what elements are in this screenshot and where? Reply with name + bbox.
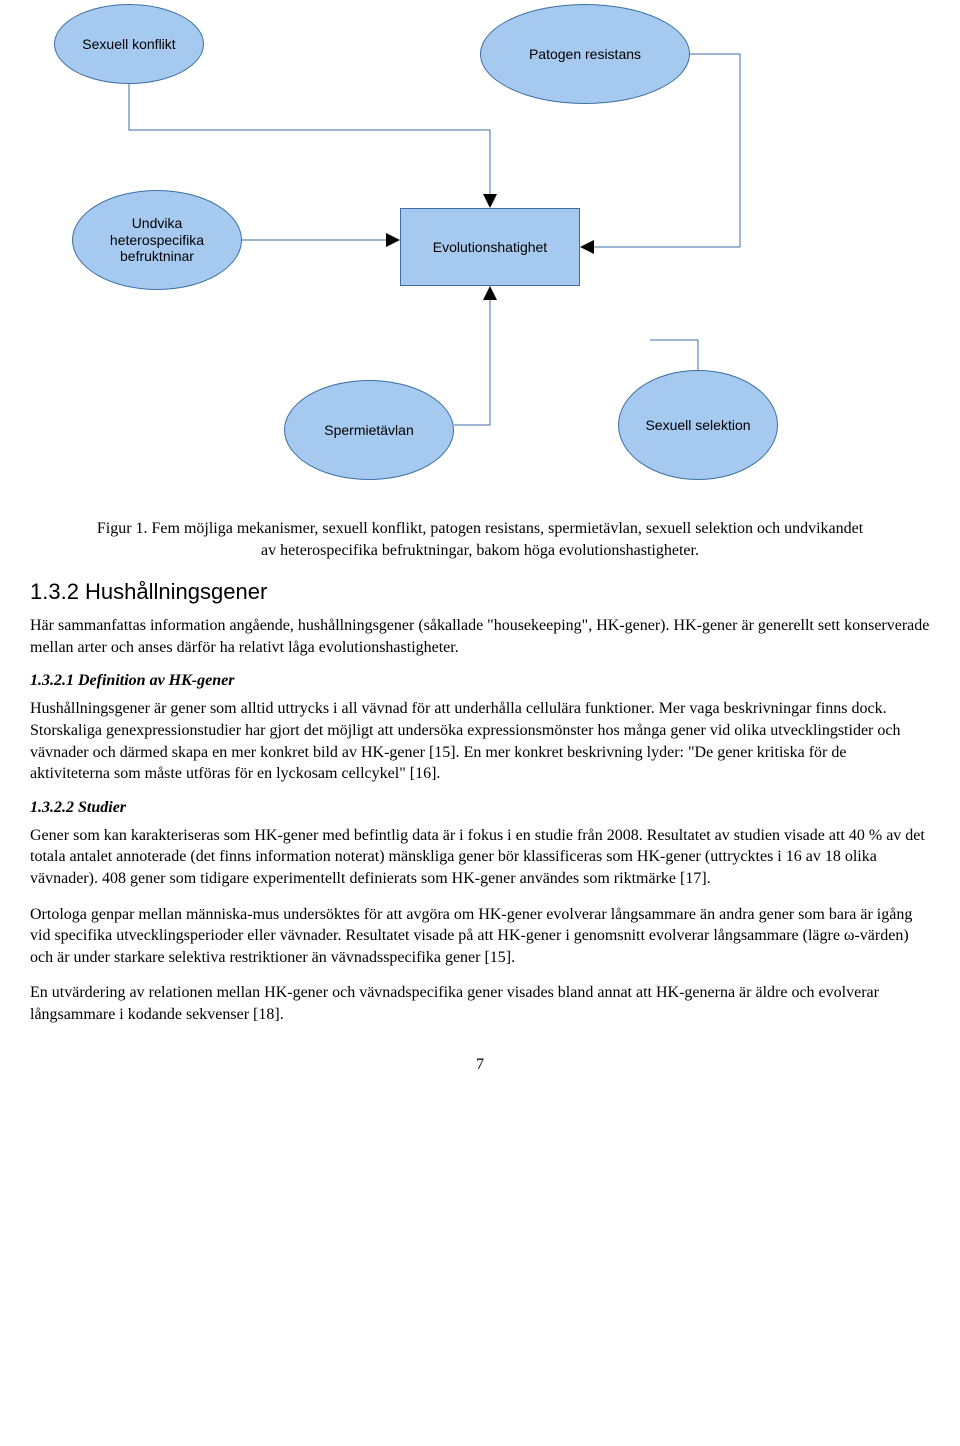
node-sexuell-selektion: Sexuell selektion	[618, 370, 778, 480]
paragraph: Här sammanfattas information angående, h…	[30, 615, 930, 658]
heading-1-3-2-2: 1.3.2.2 Studier	[30, 799, 930, 817]
page: Sexuell konflikt Patogen resistans Undvi…	[0, 0, 960, 1104]
page-number: 7	[30, 1056, 930, 1074]
node-patogen-resistans: Patogen resistans	[480, 4, 690, 104]
node-label: Evolutionshatighet	[433, 239, 547, 256]
caption-text: Fem möjliga mekanismer, sexuell konflikt…	[152, 520, 864, 559]
node-label: Patogen resistans	[529, 46, 641, 63]
node-label: Undvika heterospecifika befruktninar	[110, 215, 204, 265]
node-spermietavlan: Spermietävlan	[284, 380, 454, 480]
caption-prefix: Figur 1.	[97, 520, 148, 537]
node-evolutionshatighet: Evolutionshatighet	[400, 208, 580, 286]
paragraph: Hushållningsgener är gener som alltid ut…	[30, 698, 930, 784]
node-label: Spermietävlan	[324, 422, 414, 439]
concept-diagram: Sexuell konflikt Patogen resistans Undvi…	[30, 0, 930, 510]
heading-1-3-2: 1.3.2 Hushållningsgener	[30, 579, 930, 605]
node-undvika-heterospecifika: Undvika heterospecifika befruktninar	[72, 190, 242, 290]
figure-caption: Figur 1. Fem möjliga mekanismer, sexuell…	[90, 518, 870, 561]
paragraph: Gener som kan karakteriseras som HK-gene…	[30, 825, 930, 890]
heading-1-3-2-1: 1.3.2.1 Definition av HK-gener	[30, 672, 930, 690]
paragraph: En utvärdering av relationen mellan HK-g…	[30, 982, 930, 1025]
node-label: Sexuell konflikt	[82, 36, 175, 53]
paragraph: Ortologa genpar mellan människa-mus unde…	[30, 904, 930, 969]
node-sexuell-konflikt: Sexuell konflikt	[54, 4, 204, 84]
node-label: Sexuell selektion	[645, 417, 750, 434]
